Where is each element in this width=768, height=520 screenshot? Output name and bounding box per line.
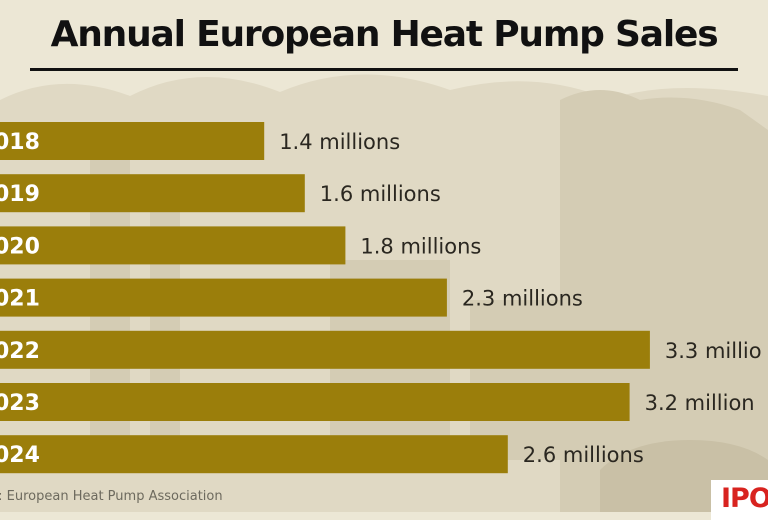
value-label: 1.4 millions [279,130,400,154]
value-label: 1.8 millions [360,234,481,258]
source-note: ce: European Heat Pump Association [0,489,223,504]
chart-title: Annual European Heat Pump Sales [50,14,719,55]
value-label: 2.3 millions [462,287,583,311]
bar-023 [0,383,630,421]
category-label: 023 [0,391,40,416]
bar-022 [0,330,650,369]
bar-019 [0,174,305,213]
value-label: 3.3 millio [665,339,762,363]
category-label: 019 [0,182,40,207]
title-underline [30,68,738,71]
bar-018 [0,122,265,160]
bar-021 [0,278,447,317]
value-label: 1.6 millions [320,182,441,206]
bar-020 [0,226,346,265]
category-label: 021 [0,287,40,312]
category-label: 020 [0,234,40,259]
category-label: 018 [0,130,40,155]
category-label: 022 [0,339,40,364]
value-label: 3.2 million [645,391,755,415]
category-label: 024 [0,443,40,468]
bar-024 [0,435,508,474]
brand-logo-text: IPO [721,483,768,514]
value-label: 2.6 millions [523,443,644,467]
